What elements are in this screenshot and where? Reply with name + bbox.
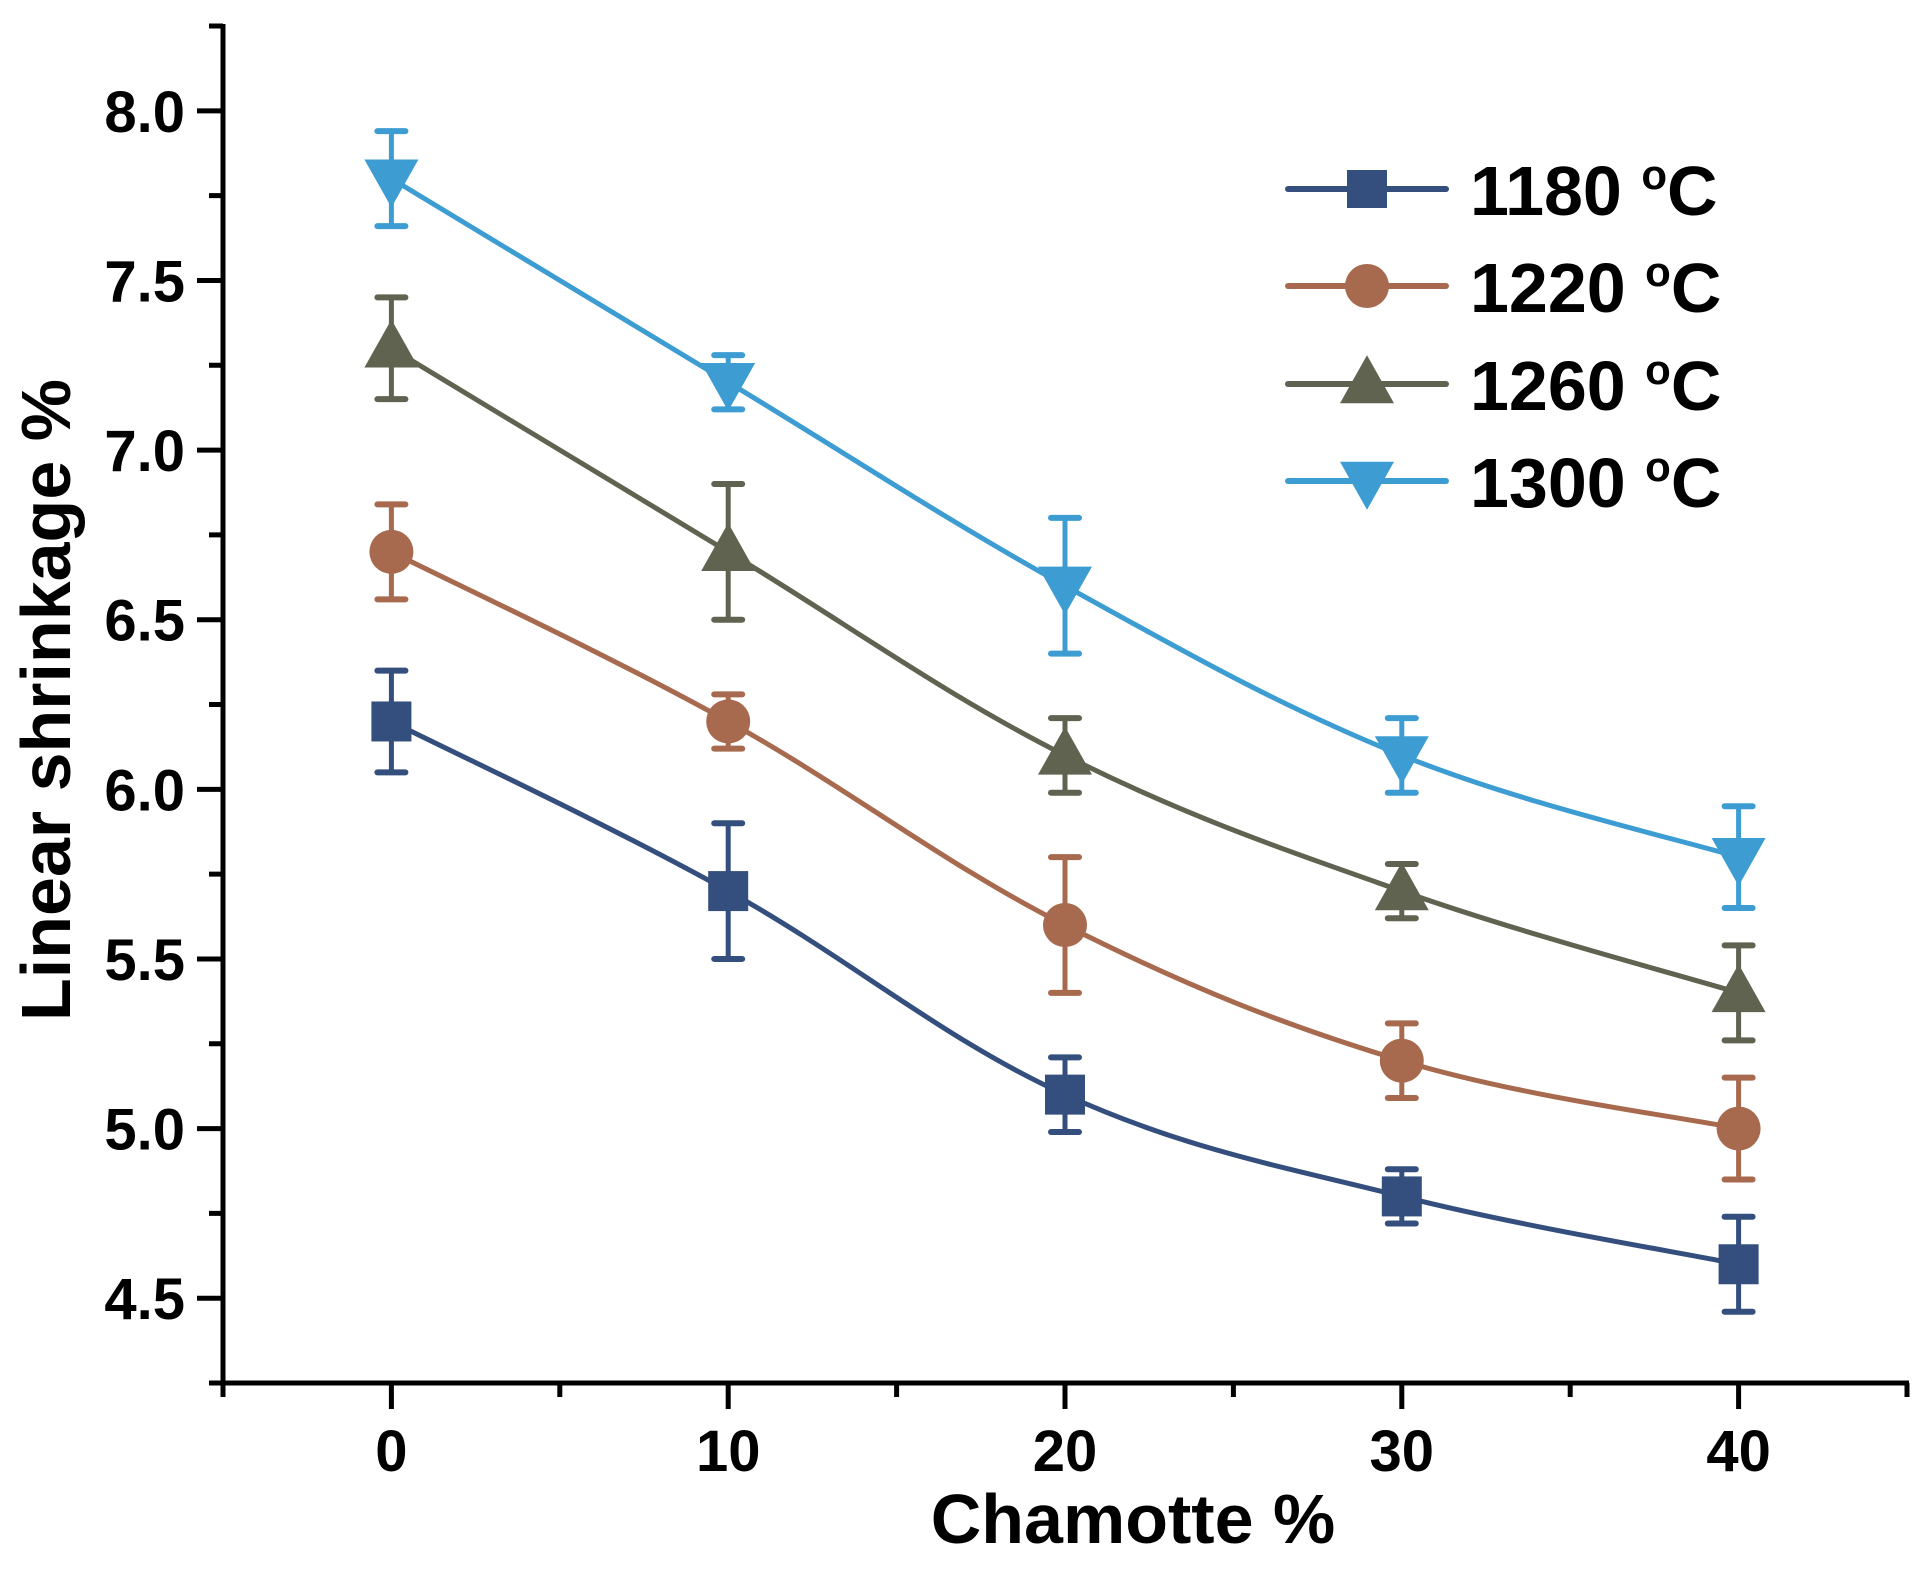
series-1300: [364, 128, 1766, 912]
legend-label-degree: o: [1645, 248, 1671, 295]
legend-label: 1300 oC: [1470, 443, 1721, 522]
data-point-square: [708, 871, 749, 912]
legend-label-degree: o: [1641, 151, 1667, 198]
legend-item: 1300 oC: [1285, 443, 1721, 522]
x-tick-label: 10: [696, 1419, 761, 1484]
legend-marker-square: [1347, 170, 1387, 208]
legend-marker-triangle-down: [1340, 461, 1394, 510]
data-point-triangle-up: [701, 523, 756, 572]
data-point-triangle-down: [1374, 736, 1429, 785]
y-tick-label: 5.5: [104, 928, 185, 993]
data-point-triangle-up: [364, 319, 419, 368]
data-point-square: [1381, 1176, 1422, 1217]
legend-marker-triangle-up: [1340, 355, 1394, 404]
data-point-triangle-up: [1711, 964, 1766, 1013]
series-1220: [369, 501, 1761, 1183]
legend-label-value: 1260: [1470, 347, 1645, 425]
data-point-triangle-down: [701, 363, 756, 412]
data-point-circle: [1716, 1106, 1761, 1151]
data-point-circle: [1043, 903, 1087, 948]
data-point-triangle-down: [1038, 566, 1092, 615]
legend-label-degree: o: [1645, 346, 1671, 393]
y-tick-label: 5.0: [104, 1098, 185, 1163]
x-ticks: 0 10 20 30 40: [220, 1383, 1910, 1484]
data-point-square: [1045, 1074, 1085, 1115]
data-point-circle: [1379, 1038, 1424, 1083]
legend-label-value: 1180: [1470, 152, 1641, 230]
y-tick-label: 7.5: [104, 249, 185, 314]
legend-item: 1180 oC: [1285, 151, 1718, 230]
legend-label-unit: C: [1667, 152, 1718, 230]
y-ticks: 4.5 5.0 5.5 6.0 6.5 7.0 7.5 8.0: [104, 23, 223, 1386]
data-point-square: [371, 701, 412, 742]
x-axis-title: Chamotte %: [931, 1480, 1335, 1558]
legend-label: 1220 oC: [1470, 248, 1721, 327]
legend-item: 1220 oC: [1285, 248, 1721, 327]
data-point-triangle-up: [1038, 726, 1092, 775]
series-1180: [371, 667, 1759, 1315]
x-tick-label: 20: [1033, 1419, 1098, 1484]
y-axis-title: Linear shrinkage %: [7, 379, 85, 1021]
y-tick-label: 4.5: [104, 1267, 185, 1332]
y-tick-label: 6.5: [104, 589, 185, 654]
series-layer: [364, 128, 1766, 1315]
legend-item: 1260 oC: [1285, 346, 1721, 425]
legend-label: 1180 oC: [1470, 151, 1718, 230]
x-tick-label: 0: [375, 1419, 407, 1484]
legend-label-unit: C: [1671, 249, 1722, 327]
x-tick-label: 40: [1706, 1419, 1771, 1484]
y-tick-label: 6.0: [104, 758, 185, 823]
y-tick-label: 7.0: [104, 419, 185, 484]
legend-label-unit: C: [1671, 347, 1722, 425]
legend-label: 1260 oC: [1470, 346, 1721, 425]
legend-label-value: 1220: [1470, 249, 1645, 327]
x-tick-label: 30: [1370, 1419, 1435, 1484]
data-point-triangle-up: [1374, 862, 1429, 911]
legend-label-value: 1300: [1470, 444, 1645, 522]
series-1260: [364, 294, 1766, 1044]
data-point-square: [1718, 1244, 1759, 1285]
legend-marker-circle: [1345, 264, 1389, 308]
data-point-triangle-down: [364, 159, 419, 208]
axes: 0 10 20 30 40 4.5 5.0 5.5 6.0 6.5 7.0 7.5 8.0: [104, 23, 1910, 1484]
legend-label-unit: C: [1671, 444, 1722, 522]
data-point-triangle-down: [1711, 837, 1766, 886]
legend-label-degree: o: [1645, 443, 1671, 490]
y-tick-label: 8.0: [104, 80, 185, 145]
data-point-circle: [706, 699, 751, 744]
data-point-circle: [369, 529, 414, 574]
